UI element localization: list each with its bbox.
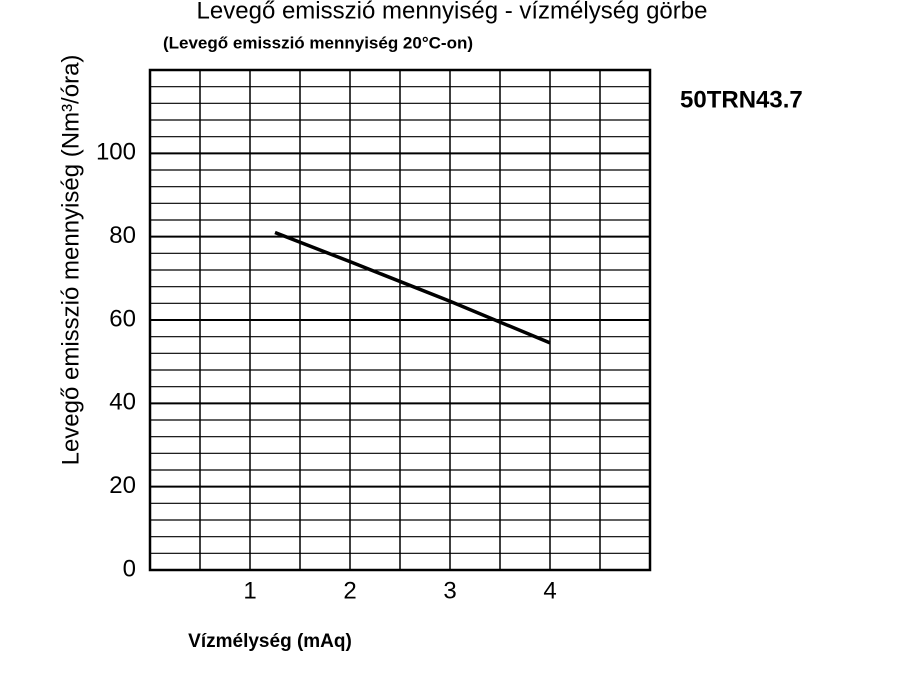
chart-title: Levegő emisszió mennyiség - vízmélység g… [197,0,708,24]
annotation: 50TRN43.7 [680,86,803,113]
plot-frame [148,68,652,572]
x-tick-label: 1 [243,577,256,604]
y-tick-label: 0 [123,555,136,582]
y-tick-label: 80 [109,222,136,249]
y-tick-label: 20 [109,472,136,499]
x-tick-label: 4 [543,577,556,604]
y-tick-label: 40 [109,389,136,416]
data-line [274,230,551,345]
chart-subtitle: (Levegő emisszió mennyiség 20°C-on) [163,33,473,52]
x-tick-label: 2 [343,577,356,604]
x-axis-label: Vízmélység (mAq) [188,631,352,652]
y-axis-label: Levegő emisszió mennyiség (Nm³/óra) [57,55,84,466]
y-tick-label: 100 [96,139,136,166]
x-tick-label: 3 [443,577,456,604]
y-tick-label: 60 [109,305,136,332]
